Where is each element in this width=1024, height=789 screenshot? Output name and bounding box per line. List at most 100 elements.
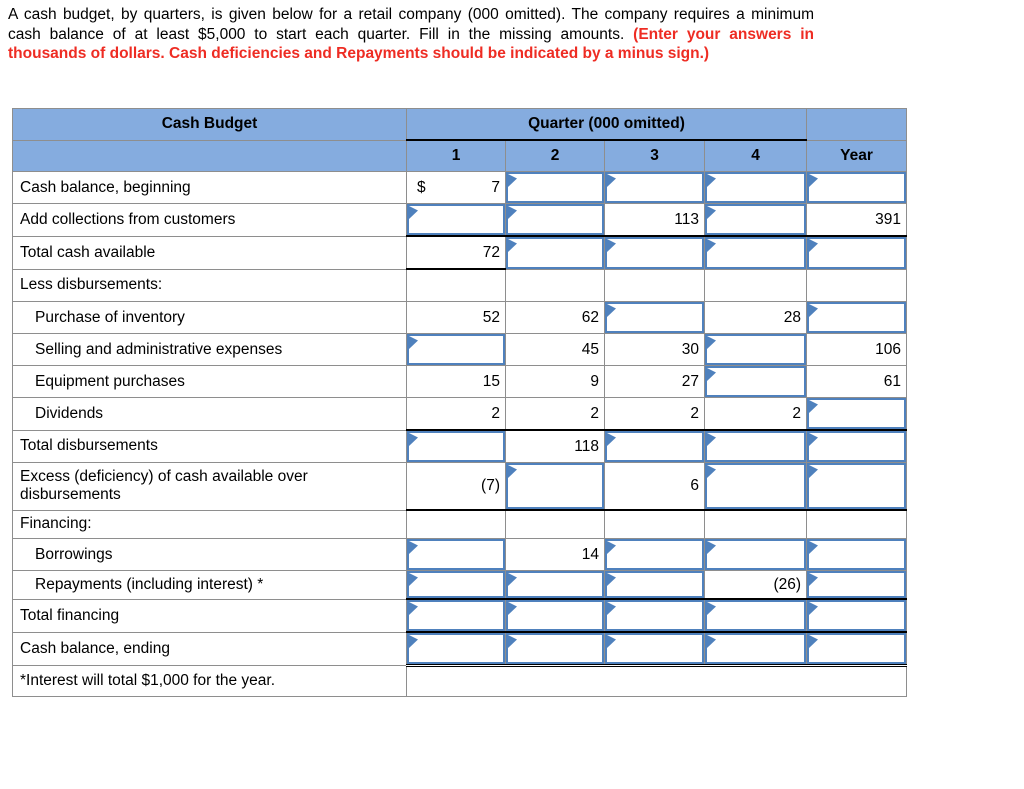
answer-input-box[interactable] — [705, 463, 806, 509]
answer-input-cash-balance-beginning-year[interactable] — [806, 171, 908, 204]
answer-input-box[interactable] — [705, 431, 806, 462]
answer-input-total-disbursements-q4[interactable] — [703, 429, 808, 463]
answer-input-box[interactable] — [506, 571, 604, 598]
answer-input-box[interactable] — [807, 398, 906, 429]
answer-input-box[interactable] — [605, 601, 704, 631]
cell-less-disbursements-year-blank — [806, 268, 908, 302]
answer-input-box[interactable] — [407, 204, 505, 235]
answer-input-cash-balance-beginning-q4[interactable] — [703, 171, 808, 204]
answer-input-excess-deficiency-of-cash-available-over-disbursements-year[interactable] — [806, 462, 908, 511]
answer-input-repayments-including-interest-q3[interactable] — [604, 570, 705, 600]
answer-input-total-financing-q4[interactable] — [703, 598, 808, 633]
answer-input-box[interactable] — [705, 539, 806, 570]
answer-input-box[interactable] — [605, 571, 704, 598]
answer-input-equipment-purchases-q4[interactable] — [703, 365, 808, 398]
row-label-purchase-of-inventory: Purchase of inventory — [12, 301, 407, 334]
cell-financing-q2-blank — [505, 509, 605, 539]
answer-input-total-cash-available-q2[interactable] — [505, 235, 605, 270]
answer-input-box[interactable] — [407, 601, 505, 631]
answer-input-repayments-including-interest-q1[interactable] — [406, 570, 506, 600]
answer-input-box[interactable] — [605, 431, 704, 462]
answer-input-box[interactable] — [506, 463, 604, 509]
answer-flag-icon — [707, 541, 716, 554]
answer-input-borrowings-year[interactable] — [806, 538, 908, 571]
answer-input-add-collections-from-customers-q2[interactable] — [505, 203, 605, 237]
answer-input-cash-balance-ending-q2[interactable] — [505, 631, 605, 667]
answer-input-excess-deficiency-of-cash-available-over-disbursements-q2[interactable] — [505, 462, 605, 511]
answer-input-box[interactable] — [807, 302, 906, 333]
instructions-emphasis-text: (Enter your answers in thousands of doll… — [8, 25, 814, 63]
answer-input-dividends-year[interactable] — [806, 397, 908, 431]
answer-input-box[interactable] — [506, 238, 604, 268]
answer-input-box[interactable] — [506, 172, 604, 203]
answer-input-total-financing-year[interactable] — [806, 598, 908, 633]
answer-input-box[interactable] — [705, 366, 806, 397]
answer-input-box[interactable] — [807, 238, 906, 268]
answer-input-box[interactable] — [506, 633, 604, 663]
answer-input-box[interactable] — [705, 633, 806, 663]
answer-flag-icon — [607, 174, 616, 187]
answer-input-cash-balance-ending-q4[interactable] — [703, 631, 808, 667]
answer-input-cash-balance-ending-q3[interactable] — [604, 631, 705, 667]
answer-input-box[interactable] — [506, 601, 604, 631]
answer-input-borrowings-q3[interactable] — [604, 538, 705, 571]
answer-input-total-disbursements-q1[interactable] — [406, 429, 506, 463]
column-header-q1: 1 — [406, 139, 506, 172]
answer-input-box[interactable] — [605, 539, 704, 570]
answer-input-total-disbursements-q3[interactable] — [604, 429, 705, 463]
column-header-q3: 3 — [604, 139, 705, 172]
answer-flag-icon — [508, 465, 517, 478]
answer-input-total-cash-available-year[interactable] — [806, 235, 908, 270]
answer-input-total-financing-q2[interactable] — [505, 598, 605, 633]
table-row-selling-and-administrative-expenses: Selling and administrative expenses 45 30 1… — [12, 333, 908, 366]
answer-input-repayments-including-interest-year[interactable] — [806, 570, 908, 600]
answer-input-box[interactable] — [807, 463, 906, 509]
answer-flag-icon — [707, 239, 716, 252]
answer-input-cash-balance-beginning-q2[interactable] — [505, 171, 605, 204]
answer-input-total-financing-q1[interactable] — [406, 598, 506, 633]
answer-flag-icon — [707, 368, 716, 381]
answer-input-box[interactable] — [807, 431, 906, 462]
answer-input-box[interactable] — [407, 571, 505, 598]
answer-input-box[interactable] — [705, 601, 806, 631]
answer-input-box[interactable] — [807, 601, 906, 631]
table-row-cash-balance-ending: Cash balance, ending — [12, 631, 908, 667]
answer-input-box[interactable] — [506, 204, 604, 235]
answer-input-box[interactable] — [407, 633, 505, 663]
answer-input-box[interactable] — [705, 204, 806, 235]
answer-input-excess-deficiency-of-cash-available-over-disbursements-q4[interactable] — [703, 462, 808, 511]
answer-input-box[interactable] — [705, 238, 806, 268]
answer-input-box[interactable] — [807, 539, 906, 570]
answer-input-purchase-of-inventory-q3[interactable] — [604, 301, 705, 334]
answer-input-cash-balance-ending-year[interactable] — [806, 631, 908, 667]
answer-input-total-cash-available-q4[interactable] — [703, 235, 808, 270]
answer-input-box[interactable] — [807, 571, 906, 598]
answer-input-purchase-of-inventory-year[interactable] — [806, 301, 908, 334]
answer-input-box[interactable] — [605, 302, 704, 333]
answer-input-cash-balance-ending-q1[interactable] — [406, 631, 506, 667]
answer-input-box[interactable] — [807, 172, 906, 203]
answer-input-box[interactable] — [605, 238, 704, 268]
answer-input-box[interactable] — [407, 431, 505, 462]
answer-input-selling-and-administrative-expenses-q4[interactable] — [703, 333, 808, 366]
answer-input-box[interactable] — [407, 539, 505, 570]
answer-input-add-collections-from-customers-q4[interactable] — [703, 203, 808, 237]
answer-input-box[interactable] — [605, 172, 704, 203]
answer-input-box[interactable] — [705, 334, 806, 365]
answer-input-box[interactable] — [807, 633, 906, 663]
answer-input-box[interactable] — [407, 334, 505, 365]
answer-input-selling-and-administrative-expenses-q1[interactable] — [406, 333, 506, 366]
table-title: Cash Budget — [12, 108, 407, 141]
answer-input-add-collections-from-customers-q1[interactable] — [406, 203, 506, 237]
answer-input-total-disbursements-year[interactable] — [806, 429, 908, 463]
answer-input-repayments-including-interest-q2[interactable] — [505, 570, 605, 600]
answer-input-borrowings-q4[interactable] — [703, 538, 808, 571]
answer-input-borrowings-q1[interactable] — [406, 538, 506, 571]
answer-input-total-financing-q3[interactable] — [604, 598, 705, 633]
answer-input-cash-balance-beginning-q3[interactable] — [604, 171, 705, 204]
answer-input-box[interactable] — [705, 172, 806, 203]
answer-flag-icon — [707, 206, 716, 219]
answer-input-box[interactable] — [605, 633, 704, 663]
cell-excess-deficiency-of-cash-available-over-disbursements-q3: 6 — [604, 462, 705, 511]
answer-input-total-cash-available-q3[interactable] — [604, 235, 705, 270]
